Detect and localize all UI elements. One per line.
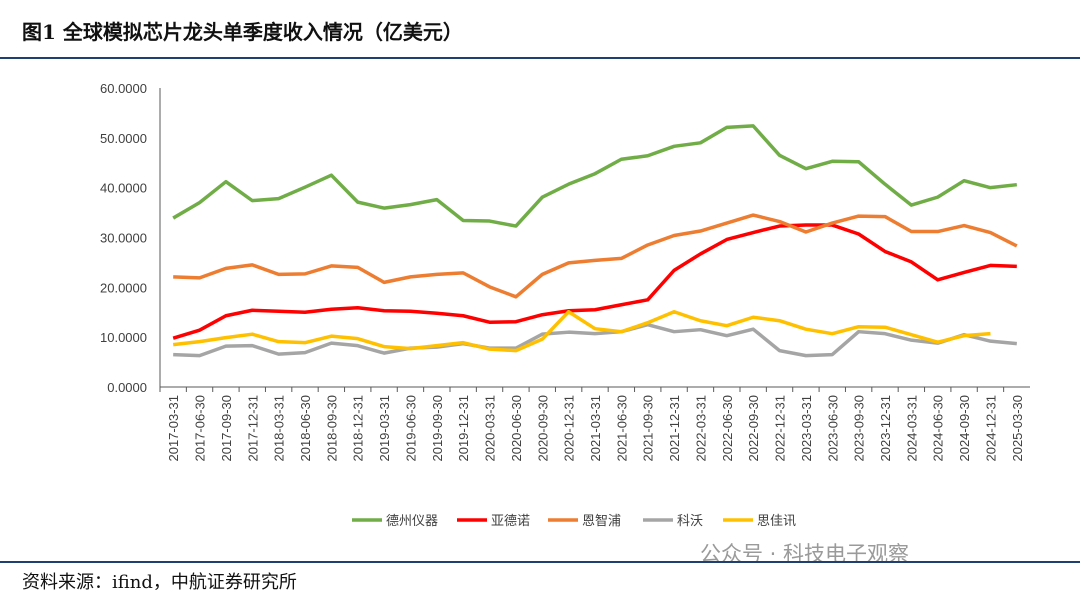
x-tick-label: 2023-03-31 xyxy=(799,395,814,462)
legend-label: 恩智浦 xyxy=(582,514,621,529)
y-tick-label: 10.0000 xyxy=(100,330,147,345)
x-tick-label: 2024-06-30 xyxy=(931,395,946,462)
series-line-0 xyxy=(172,124,1018,228)
x-tick-label: 2021-03-31 xyxy=(588,395,603,462)
series-line-4 xyxy=(172,310,991,353)
x-tick-label: 2024-03-31 xyxy=(904,395,919,462)
y-tick-label: 0.0000 xyxy=(107,380,147,395)
x-tick-label: 2019-09-30 xyxy=(430,395,445,462)
x-tick-label: 2023-12-31 xyxy=(878,395,893,462)
x-tick-label: 2020-09-30 xyxy=(535,395,550,462)
x-tick-label: 2024-12-31 xyxy=(983,395,998,462)
source-note: 资料来源：ifind，中航证券研究所 xyxy=(22,572,297,593)
series-line-1 xyxy=(172,223,1017,340)
y-tick-label: 50.0000 xyxy=(100,131,147,146)
x-tick-label: 2022-12-31 xyxy=(773,395,788,462)
x-tick-label: 2019-12-31 xyxy=(456,395,471,462)
x-tick-label: 2023-09-30 xyxy=(852,395,867,462)
title-divider xyxy=(0,57,1080,59)
x-tick-label: 2020-03-31 xyxy=(483,395,498,462)
x-tick-label: 2018-09-30 xyxy=(324,395,339,462)
x-tick-label: 2020-06-30 xyxy=(509,395,524,462)
x-tick-label: 2020-12-31 xyxy=(562,395,577,462)
x-tick-label: 2025-03-30 xyxy=(1010,395,1025,462)
x-tick-label: 2019-03-31 xyxy=(377,395,392,462)
x-tick-label: 2018-03-31 xyxy=(272,395,287,462)
footer-divider xyxy=(0,561,1080,563)
x-tick-label: 2017-06-30 xyxy=(193,395,208,462)
x-tick-label: 2021-09-30 xyxy=(641,395,656,462)
x-tick-label: 2018-06-30 xyxy=(298,395,313,462)
x-tick-label: 2022-03-31 xyxy=(693,395,708,462)
y-tick-label: 60.0000 xyxy=(100,81,147,96)
line-chart: 0.0000 10.0000 20.0000 30.0000 40.0000 50.000… xyxy=(100,81,1030,529)
y-tick-label: 40.0000 xyxy=(100,181,147,196)
x-tick-label: 2022-09-30 xyxy=(746,395,761,462)
y-tick-label: 20.0000 xyxy=(100,280,147,295)
x-tick-label: 2018-12-31 xyxy=(351,395,366,462)
legend-label: 德州仪器 xyxy=(386,514,438,529)
watermark: 公众号 · 科技电子观察 xyxy=(700,542,910,566)
x-tick-label: 2019-06-30 xyxy=(403,395,418,462)
series-line-2 xyxy=(173,213,1018,299)
y-tick-label: 30.0000 xyxy=(100,231,147,246)
x-tick-label: 2022-06-30 xyxy=(720,395,735,462)
x-tick-label: 2023-06-30 xyxy=(825,395,840,462)
figure-title: 图1 全球模拟芯片龙头单季度收入情况（亿美元） xyxy=(22,20,463,44)
x-tick-label: 2021-12-31 xyxy=(667,395,682,462)
x-tick-label: 2017-09-30 xyxy=(219,395,234,462)
x-tick-label: 2017-12-31 xyxy=(245,395,260,462)
legend-label: 亚德诺 xyxy=(491,514,530,529)
x-tick-label: 2017-03-31 xyxy=(166,395,181,462)
legend-label: 思佳讯 xyxy=(757,514,796,529)
x-tick-label: 2021-06-30 xyxy=(614,395,629,462)
legend-label: 科沃 xyxy=(677,514,703,529)
x-tick-label: 2024-09-30 xyxy=(957,395,972,462)
